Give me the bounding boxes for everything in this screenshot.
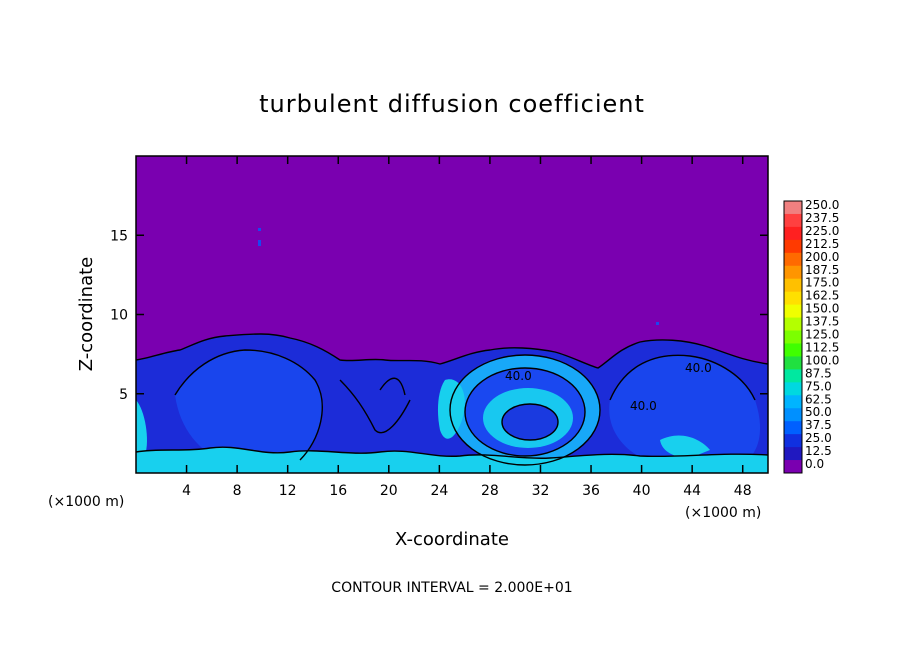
- colorbar-label: 125.0: [805, 328, 839, 342]
- colorbar-swatch: [784, 213, 802, 228]
- x-axis: 4 8 12 16 20 24 28 32 36 40 44 48: [182, 156, 752, 499]
- x-unit-left: (×1000 m): [48, 494, 124, 510]
- contour-label: 40.0: [505, 369, 532, 383]
- colorbar-label: 62.5: [805, 392, 832, 406]
- colorbar-label: 112.5: [805, 340, 839, 354]
- colorbar-swatch: [784, 226, 802, 241]
- contour-interval: CONTOUR INTERVAL = 2.000E+01: [331, 580, 572, 596]
- surface-patch: [136, 400, 147, 455]
- colorbar-label: 100.0: [805, 353, 839, 367]
- x-tick-label: 4: [182, 483, 191, 499]
- colorbar-swatch: [784, 278, 802, 293]
- colorbar-label: 225.0: [805, 224, 839, 238]
- x-tick-label: 20: [380, 483, 398, 499]
- x-tick-label: 24: [430, 483, 448, 499]
- contour-label: 40.0: [630, 399, 657, 413]
- colorbar-label: 212.5: [805, 237, 839, 251]
- colorbar-swatch: [784, 382, 802, 396]
- speck: [258, 228, 261, 231]
- colorbar-label: 250.0: [805, 198, 839, 212]
- colorbar-label: 175.0: [805, 276, 839, 290]
- colorbar-swatch: [784, 460, 802, 474]
- colorbar-swatch: [784, 201, 802, 215]
- colorbar-label: 200.0: [805, 250, 839, 264]
- x-tick-label: 12: [279, 483, 297, 499]
- x-unit-right: (×1000 m): [685, 505, 761, 521]
- contour-label: 40.0: [685, 361, 712, 375]
- colorbar-label: 150.0: [805, 302, 839, 316]
- colorbar-label: 50.0: [805, 405, 832, 419]
- medium-region: [609, 355, 760, 470]
- colorbar-swatch: [784, 434, 802, 448]
- speck: [656, 322, 659, 325]
- colorbar: 250.0237.5225.0212.5200.0187.5175.0162.5…: [783, 198, 839, 474]
- surface-patch: [437, 379, 465, 439]
- x-tick-label: 40: [633, 483, 651, 499]
- colorbar-swatch: [784, 343, 802, 357]
- heatmap-field: 40.0 40.0 40.0: [136, 156, 768, 473]
- colorbar-swatch: [784, 330, 802, 344]
- x-tick-label: 28: [481, 483, 499, 499]
- colorbar-label: 162.5: [805, 289, 839, 303]
- y-axis-label: Z-coordinate: [76, 257, 97, 372]
- x-tick-label: 32: [532, 483, 550, 499]
- x-tick-label: 48: [734, 483, 752, 499]
- chart-title: turbulent diffusion coefficient: [259, 90, 645, 118]
- contour-lines: [136, 333, 768, 466]
- x-tick-label: 16: [329, 483, 347, 499]
- colorbar-swatch: [784, 304, 802, 319]
- surface-layer: [136, 447, 768, 473]
- colorbar-label: 75.0: [805, 379, 832, 393]
- colorbar-label: 237.5: [805, 211, 839, 225]
- surface-patch: [660, 435, 710, 458]
- colorbar-label: 87.5: [805, 366, 832, 380]
- colorbar-swatch: [784, 356, 802, 370]
- colorbar-swatch: [784, 239, 802, 254]
- colorbar-swatch: [784, 252, 802, 267]
- colorbar-swatch: [784, 421, 802, 435]
- colorbar-swatch: [784, 395, 802, 409]
- y-tick-label: 10: [110, 308, 128, 324]
- colorbar-label: 187.5: [805, 263, 839, 277]
- colorbar-label: 12.5: [805, 444, 832, 458]
- x-tick-label: 8: [233, 483, 242, 499]
- vortex-core: [502, 404, 558, 440]
- colorbar-label: 25.0: [805, 431, 832, 445]
- x-tick-label: 44: [683, 483, 701, 499]
- colorbar-label: 0.0: [805, 457, 824, 471]
- colorbar-swatch: [784, 408, 802, 422]
- colorbar-swatch: [784, 369, 802, 383]
- colorbar-swatch: [784, 291, 802, 306]
- colorbar-frame: [783, 200, 803, 474]
- colorbar-label: 37.5: [805, 418, 832, 432]
- y-tick-label: 15: [110, 228, 128, 244]
- colorbar-swatch: [784, 265, 802, 280]
- x-tick-label: 36: [582, 483, 600, 499]
- speck: [258, 240, 261, 246]
- colorbar-swatch: [784, 447, 802, 461]
- colorbar-swatch: [784, 317, 802, 332]
- y-tick-label: 5: [119, 387, 128, 403]
- x-axis-label: X-coordinate: [395, 529, 509, 550]
- colorbar-label: 137.5: [805, 315, 839, 329]
- medium-region: [175, 350, 323, 468]
- y-axis: 5 10 15: [110, 228, 768, 403]
